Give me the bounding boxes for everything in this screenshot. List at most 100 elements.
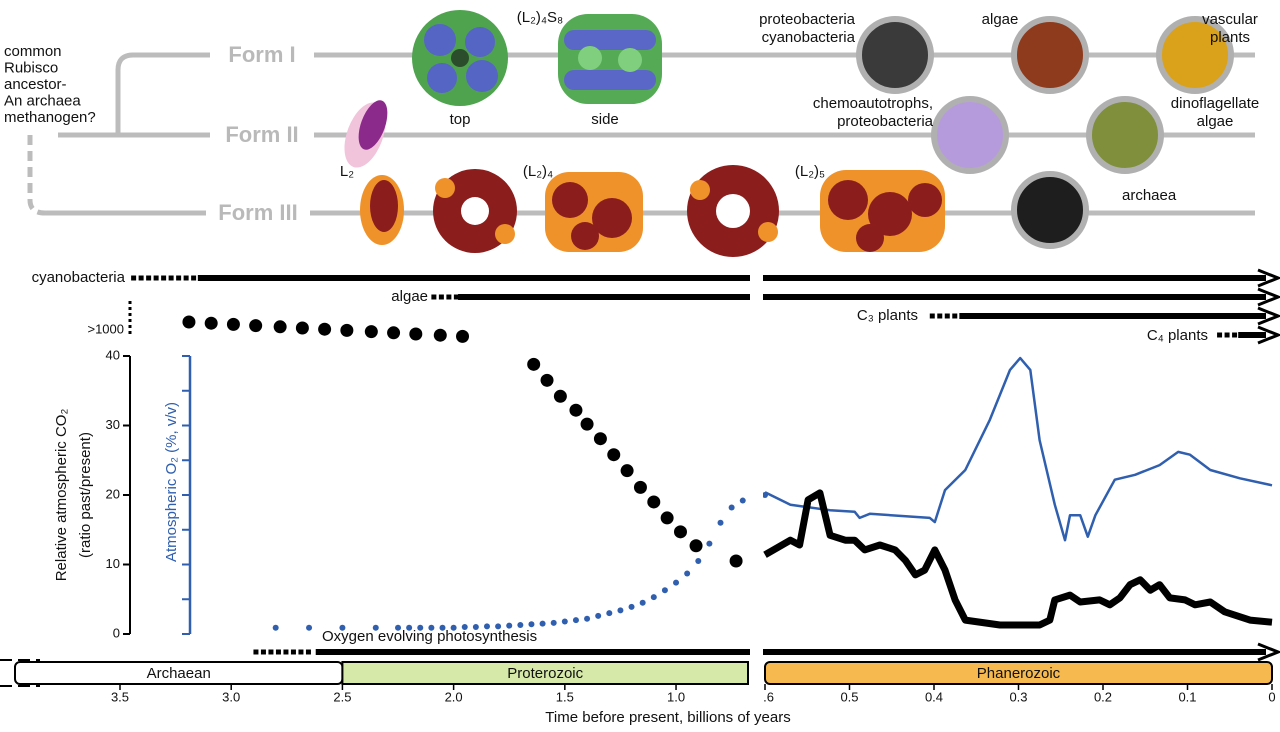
form-label-bg	[210, 42, 314, 70]
ancestor-label: common	[4, 43, 62, 60]
co2-line	[763, 489, 1273, 629]
organism-label: proteobacteria	[837, 113, 934, 130]
y-axis-subtitle: (ratio past/present)	[77, 432, 94, 558]
structure-label: L₂	[340, 163, 354, 180]
o2-dot	[372, 624, 379, 631]
event-dot	[138, 275, 144, 281]
co2-dot	[660, 511, 674, 525]
axis-break	[750, 262, 763, 702]
event-dot	[168, 275, 174, 281]
co2-dot-high	[433, 328, 447, 342]
o2-dot	[472, 624, 479, 631]
event-label: Oxygen evolving photosynthesis	[322, 628, 537, 645]
organism-label: vascular	[1202, 11, 1258, 28]
o2-dot	[339, 624, 346, 631]
form-label: Form II	[225, 122, 298, 147]
organism-label: proteobacteria	[759, 11, 856, 28]
protein-form-iii	[360, 165, 945, 257]
co2-dot	[553, 389, 567, 403]
ancestor-label: ancestor-	[4, 76, 67, 93]
era-label: Proterozoic	[507, 665, 583, 682]
x-tick-label: 3.5	[111, 689, 129, 704]
o2-dot	[661, 587, 668, 594]
event-dot	[131, 275, 137, 281]
event-label: algae	[391, 288, 428, 305]
organism-label: algae	[1197, 113, 1234, 130]
co2-dot-high	[364, 325, 378, 339]
ancestor-label: An archaea	[4, 92, 81, 109]
organism-image	[856, 16, 934, 94]
event-dotted	[431, 294, 459, 300]
co2-dot-high	[295, 321, 309, 335]
protein-structures	[344, 10, 945, 257]
era-band	[341, 661, 749, 685]
event-dot	[268, 649, 274, 655]
event-dotted	[1217, 332, 1238, 338]
o2-dot	[450, 624, 457, 631]
co2-dot	[593, 432, 607, 446]
x-tick-label: 0.2	[1094, 689, 1112, 704]
co2-dot	[673, 525, 687, 539]
organism-image	[1156, 16, 1234, 94]
event-label: C₃ plants	[857, 307, 918, 324]
x-axis-title: Time before present, billions of years	[545, 709, 790, 726]
event-dot	[438, 294, 444, 300]
event-dot	[275, 649, 281, 655]
event-dot	[305, 649, 311, 655]
form-label-bg	[210, 122, 314, 150]
o2-dot	[628, 603, 635, 610]
form-label: Form III	[218, 200, 297, 225]
structure-label: side	[591, 111, 619, 128]
y-high-label: >1000	[87, 321, 124, 336]
o2-dot	[272, 624, 279, 631]
y-tick-label: 20	[106, 486, 120, 501]
co2-dot-high	[182, 315, 196, 329]
event-dot	[260, 649, 266, 655]
form-label: Form I	[228, 42, 295, 67]
co2-dot-high	[226, 317, 240, 331]
y-axis-title: Relative atmospheric CO₂	[53, 409, 70, 582]
co2-dot	[569, 403, 583, 417]
ancestor-label: methanogen?	[4, 109, 96, 126]
o2-dot	[417, 624, 424, 631]
o2-dot	[406, 624, 413, 631]
co2-dot-high	[409, 327, 423, 341]
form-i-branch	[115, 52, 1255, 135]
o2-dot	[461, 624, 468, 631]
co2-dot	[527, 357, 541, 371]
era-dash	[0, 659, 40, 687]
x-tick-label: 0.4	[925, 689, 943, 704]
structure-label: top	[450, 111, 471, 128]
o2-dot	[695, 558, 702, 565]
event-arrowhead	[1257, 287, 1280, 307]
x-tick-label: 0	[1268, 689, 1275, 704]
x-tick-label: 0.3	[1009, 689, 1027, 704]
o2-dot	[539, 620, 546, 627]
co2-dot	[647, 495, 661, 509]
co2-dot	[607, 448, 621, 462]
structure-label: (L₂)₅	[795, 163, 825, 180]
event-arrowhead	[1257, 642, 1280, 662]
o2-dot	[706, 540, 713, 547]
o2-dot	[639, 599, 646, 606]
co2-dot-high	[340, 323, 354, 337]
organism-image	[1011, 171, 1089, 249]
organism-label: archaea	[1122, 187, 1177, 204]
o2-dot	[439, 624, 446, 631]
structure-label: (L₂)₄S₈	[517, 9, 564, 26]
protein-top	[412, 10, 508, 106]
co2-dot	[540, 373, 554, 387]
event-arrowhead	[1257, 268, 1280, 288]
protein-l2	[344, 100, 388, 168]
y-tick-label: 30	[106, 417, 120, 432]
form-iii-branch	[27, 135, 1255, 216]
o2-dot	[684, 570, 691, 577]
event-dot	[290, 649, 296, 655]
event-dot	[191, 275, 197, 281]
x-tick-label: 2.0	[445, 689, 463, 704]
event-dot	[446, 294, 452, 300]
protein-side	[558, 14, 662, 104]
event-dot	[298, 649, 304, 655]
o2-dot	[495, 623, 502, 630]
